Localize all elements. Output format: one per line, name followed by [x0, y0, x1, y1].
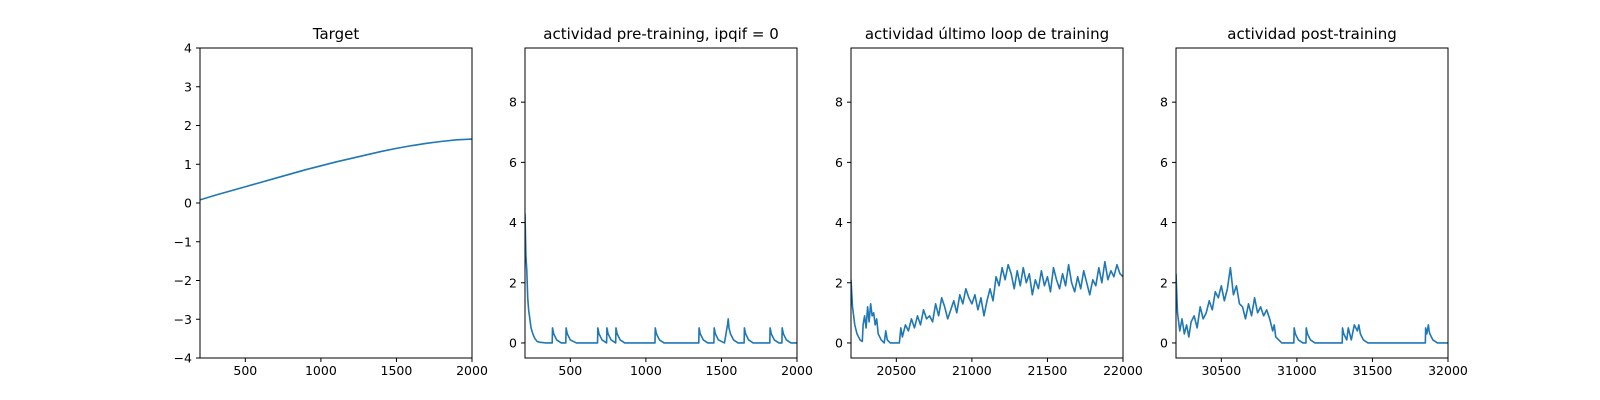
plot-frame [524, 47, 798, 359]
y-tick-label: 0 [509, 335, 517, 350]
y-tick-label: 2 [1160, 275, 1168, 290]
y-tick-label: 0 [1160, 335, 1168, 350]
y-tick-label: 8 [1160, 95, 1168, 110]
series-line-1 [1176, 266, 1448, 344]
chart-panel-4: 30500 31000 31500 32000 0 2 4 6 8 actividad post-… [1160, 25, 1468, 378]
y-tick-label: −2 [174, 273, 192, 288]
x-tick-label: 1500 [381, 363, 413, 378]
y-tick-label: 0 [184, 196, 192, 211]
y-tick-label: 4 [1160, 215, 1168, 230]
x-tick-label: 31000 [1277, 363, 1317, 378]
x-tick-label: 1000 [630, 363, 662, 378]
series-line-1 [851, 260, 1123, 344]
plot-frame [1175, 47, 1449, 359]
series-line-1 [525, 213, 797, 344]
x-tick-label: 30500 [1201, 363, 1241, 378]
x-tick-label: 1000 [305, 363, 337, 378]
x-tick-label: 22000 [1103, 363, 1143, 378]
y-tick-label: 4 [509, 215, 517, 230]
y-tick-label: 2 [509, 275, 517, 290]
plot-frame [850, 47, 1124, 359]
chart-title: Target [312, 25, 360, 43]
y-tick-label: 8 [835, 95, 843, 110]
x-tick-label: 21000 [952, 363, 992, 378]
series-line-1 [200, 138, 472, 201]
y-tick-label: 4 [184, 41, 192, 56]
x-tick-label: 2000 [781, 363, 813, 378]
x-tick-label: 1500 [706, 363, 738, 378]
chart-panel-2: 500 1000 1500 2000 0 2 4 6 8 actividad pre-traini… [509, 25, 813, 378]
y-tick-label: 6 [509, 155, 517, 170]
x-tick-label: 21500 [1028, 363, 1068, 378]
x-tick-label: 500 [558, 363, 582, 378]
y-tick-label: 6 [835, 155, 843, 170]
y-tick-label: −3 [174, 312, 192, 327]
y-tick-label: 1 [184, 157, 192, 172]
y-tick-label: 6 [1160, 155, 1168, 170]
y-tick-label: −1 [174, 234, 192, 249]
chart-panel-1: 500 1000 1500 2000 −4 −3 −2 −1 0 1 2 3 4 Target [174, 25, 488, 378]
x-tick-label: 20500 [876, 363, 916, 378]
chart-title: actividad pre-training, ipqif = 0 [543, 25, 779, 43]
x-tick-label: 31500 [1353, 363, 1393, 378]
y-tick-label: 4 [835, 215, 843, 230]
x-tick-label: 500 [233, 363, 257, 378]
chart-title: actividad post-training [1227, 25, 1396, 43]
y-tick-label: 0 [835, 335, 843, 350]
chart-title: actividad último loop de training [865, 25, 1109, 43]
y-tick-label: 8 [509, 95, 517, 110]
chart-panel-3: 20500 21000 21500 22000 0 2 4 6 8 actividad últim… [835, 25, 1143, 378]
y-tick-label: 3 [184, 79, 192, 94]
y-tick-label: 2 [835, 275, 843, 290]
x-tick-label: 2000 [456, 363, 488, 378]
x-tick-label: 32000 [1428, 363, 1468, 378]
y-tick-label: 2 [184, 118, 192, 133]
y-tick-label: −4 [174, 351, 192, 366]
